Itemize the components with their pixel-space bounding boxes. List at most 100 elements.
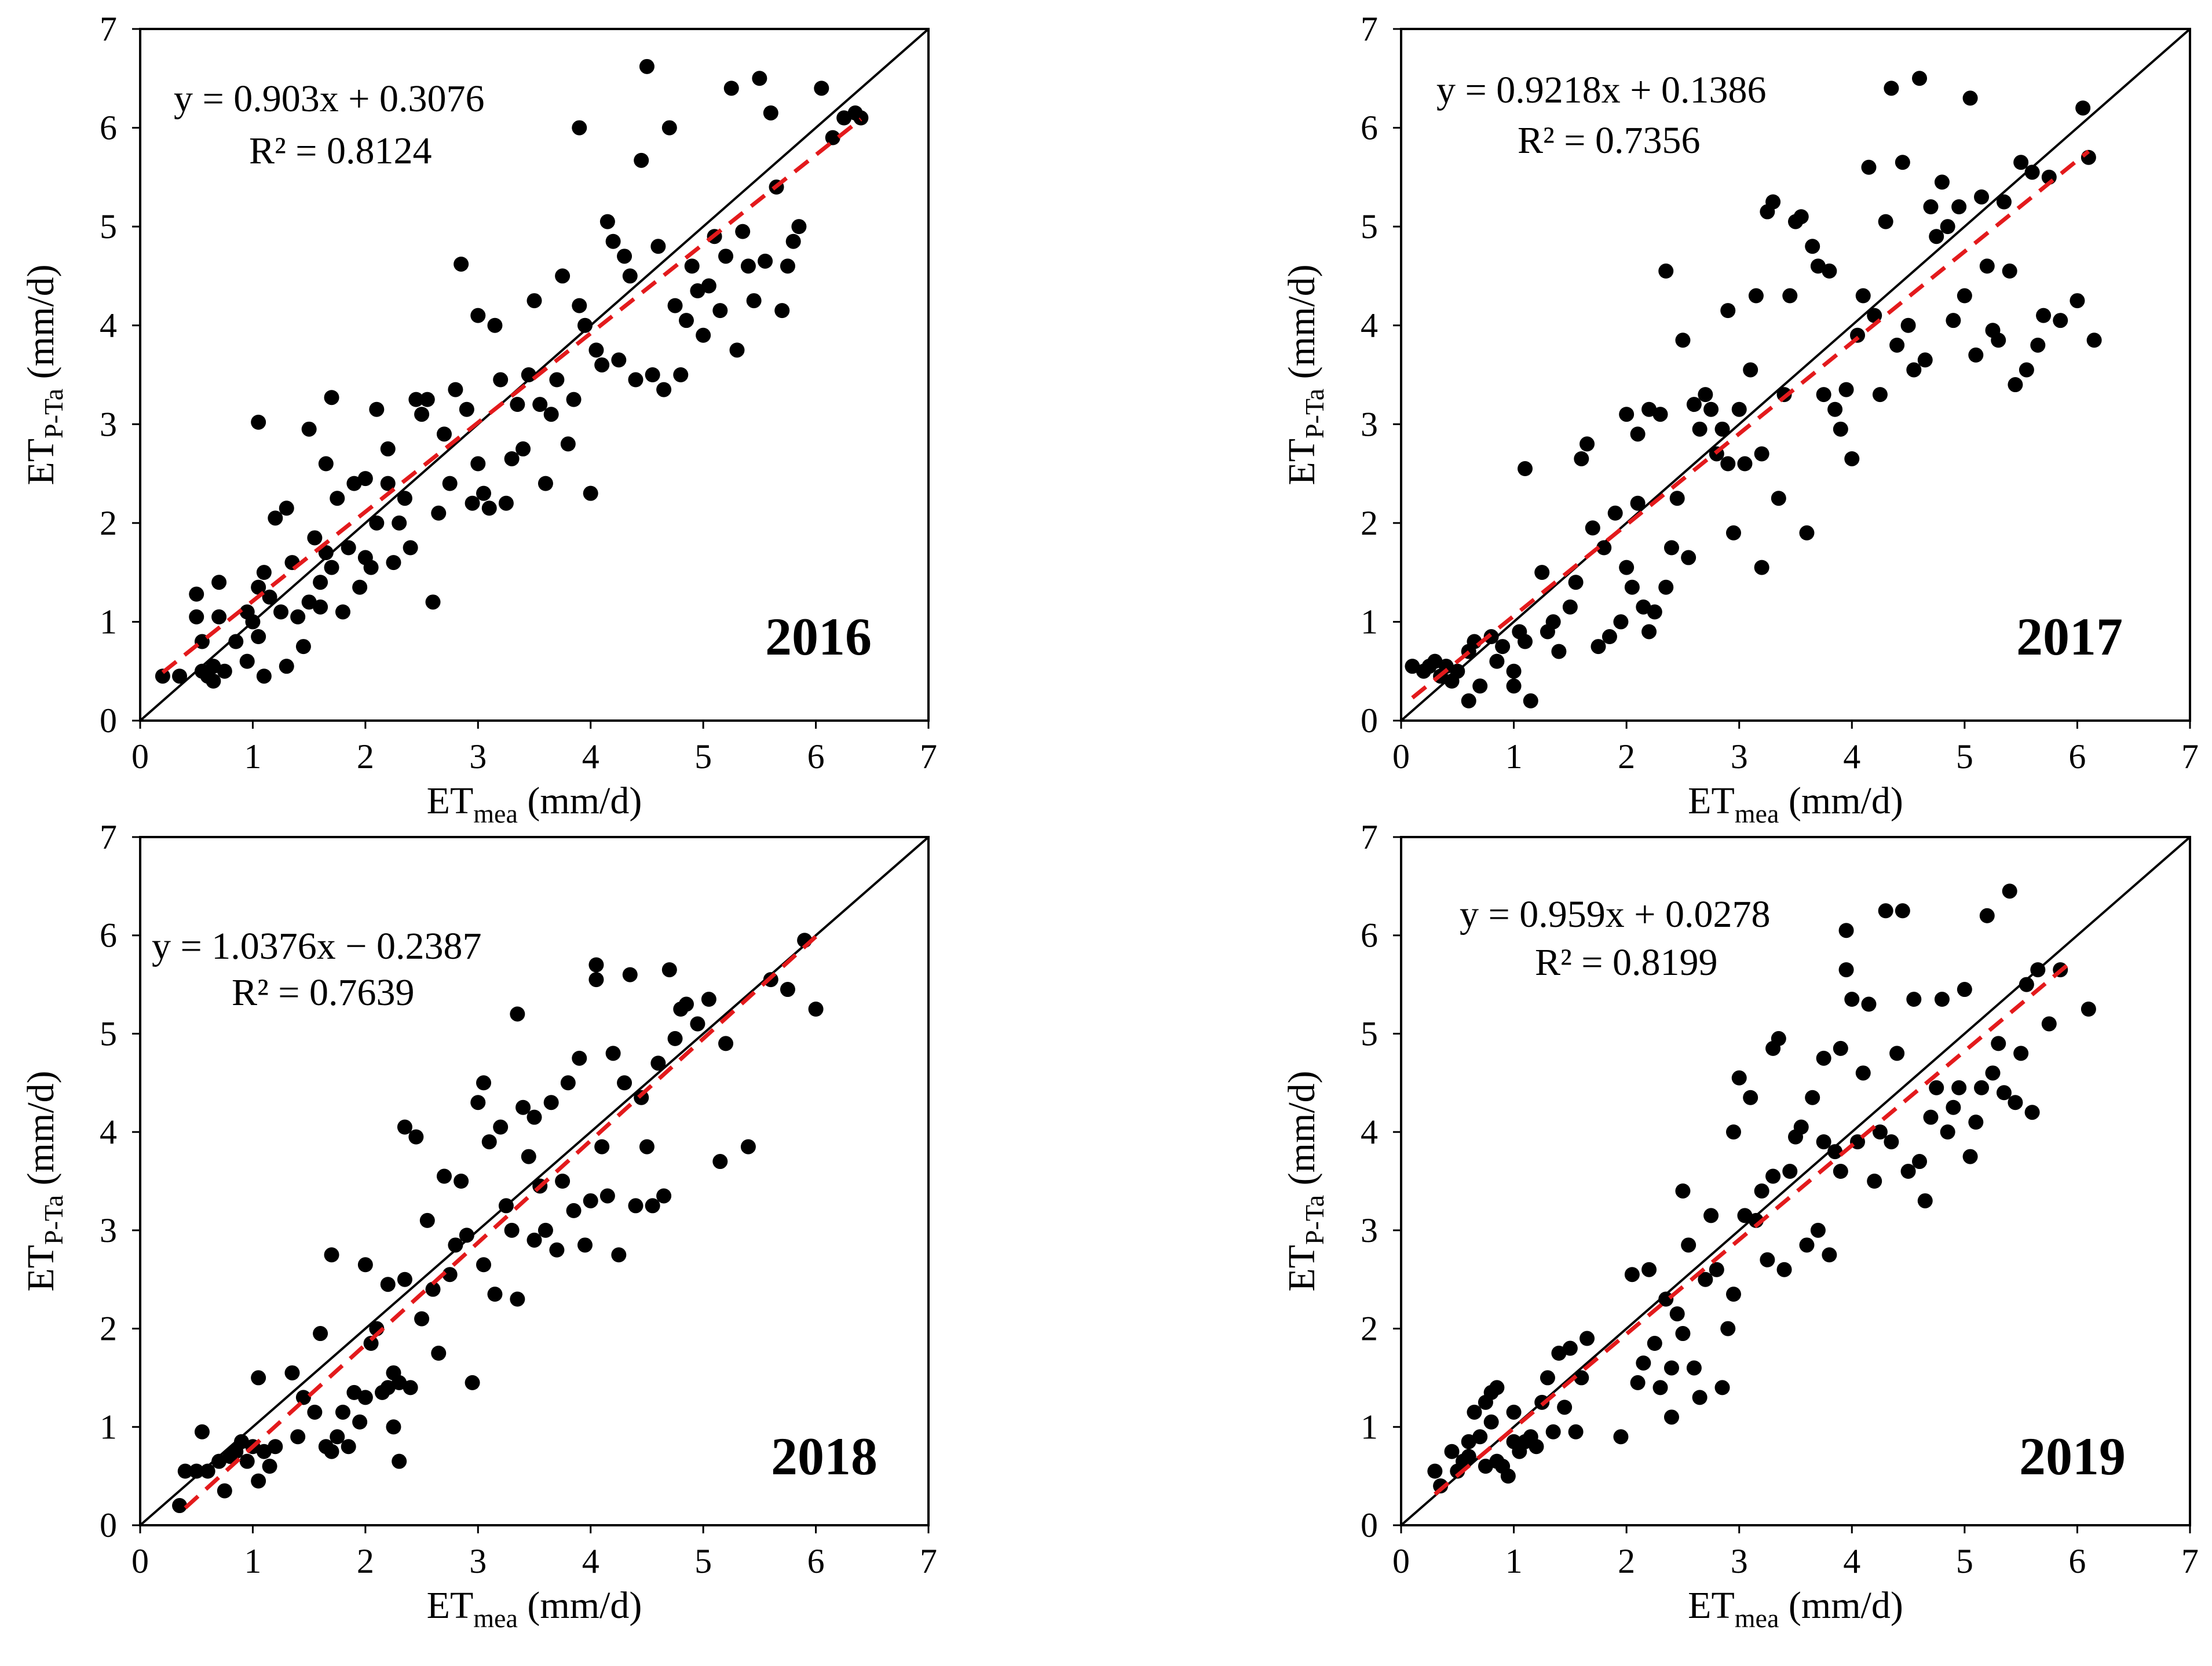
data-point <box>1658 579 1674 595</box>
data-point <box>1444 1444 1460 1459</box>
x-tick-label: 7 <box>2181 1542 2199 1580</box>
data-point <box>656 382 672 397</box>
data-point <box>414 407 430 422</box>
data-point <box>1838 962 1854 978</box>
data-point <box>510 1006 525 1022</box>
data-point <box>1720 303 1736 319</box>
data-point <box>1833 1164 1848 1179</box>
data-point <box>189 1463 204 1479</box>
y-tick-label: 1 <box>1361 602 1378 641</box>
data-point <box>566 1203 582 1218</box>
data-point <box>1624 1267 1640 1283</box>
data-point <box>1663 1360 1679 1376</box>
data-point <box>1884 81 1899 96</box>
data-point <box>1613 1429 1629 1445</box>
data-point <box>1725 1124 1741 1140</box>
data-point <box>1607 505 1623 521</box>
x-axis-label: ETmea (mm/d) <box>427 780 642 828</box>
data-point <box>566 392 582 407</box>
data-point <box>588 972 604 988</box>
data-point <box>1709 1262 1724 1277</box>
data-point <box>1495 639 1511 655</box>
data-point <box>661 962 677 978</box>
plot-frame <box>139 836 930 1526</box>
data-point <box>476 485 492 501</box>
data-point <box>262 589 277 605</box>
data-point <box>498 1198 514 1214</box>
axis-ticks: 0 1 2 3 4 5 6 7 0 1 2 3 4 5 6 7 <box>1361 818 2199 1580</box>
data-point <box>1574 1370 1589 1386</box>
data-point <box>380 476 396 491</box>
regression-equation: y = 0.959x + 0.0278 <box>1460 893 1770 936</box>
data-point <box>352 579 368 595</box>
data-point <box>1619 407 1635 422</box>
x-tick-label: 6 <box>2068 737 2086 776</box>
data-point <box>1580 1331 1595 1346</box>
data-point <box>527 1232 542 1248</box>
data-point <box>2019 362 2034 378</box>
data-point <box>639 59 655 74</box>
axis-ticks: 0 1 2 3 4 5 6 7 0 1 2 3 4 5 6 7 <box>100 10 937 776</box>
data-point <box>313 575 328 590</box>
data-point <box>667 1031 683 1046</box>
data-point <box>1799 525 1815 540</box>
data-point <box>1754 446 1769 462</box>
data-point <box>313 1326 328 1342</box>
data-point <box>481 500 497 516</box>
data-point <box>324 560 339 575</box>
data-point <box>723 81 739 96</box>
y-tick-label: 7 <box>100 818 117 856</box>
data-point <box>369 515 385 531</box>
data-point <box>1940 1124 1955 1140</box>
data-point <box>487 1287 503 1302</box>
data-point <box>1867 1174 1882 1189</box>
data-point <box>1793 209 1809 225</box>
data-point <box>1979 908 1995 923</box>
data-point <box>521 367 536 382</box>
data-point <box>588 957 604 973</box>
data-point <box>1472 678 1488 694</box>
x-tick-label: 2 <box>1618 1542 1635 1580</box>
x-tick-label: 6 <box>807 1542 825 1580</box>
data-point <box>313 599 328 615</box>
data-point <box>785 233 801 249</box>
fit-line <box>1411 149 2090 700</box>
data-point <box>740 1139 756 1154</box>
x-tick-label: 2 <box>357 737 374 776</box>
x-tick-label: 2 <box>357 1542 374 1580</box>
data-point <box>363 560 379 575</box>
data-point <box>1461 1434 1476 1449</box>
data-point <box>217 1483 232 1499</box>
data-point <box>397 491 412 506</box>
data-point <box>1506 663 1522 679</box>
data-point <box>1810 258 1826 274</box>
data-point <box>233 1434 249 1449</box>
data-point <box>1765 1168 1781 1184</box>
data-point <box>1962 1149 1978 1164</box>
data-point <box>740 258 756 274</box>
data-point <box>1613 614 1629 630</box>
data-point <box>1895 155 1910 170</box>
data-point <box>1827 1144 1843 1160</box>
data-point <box>1900 317 1916 333</box>
y-tick-label: 7 <box>100 10 117 48</box>
data-point <box>673 367 689 382</box>
data-point <box>177 1463 193 1479</box>
data-point <box>599 214 615 229</box>
x-tick-label: 2 <box>1618 737 1635 776</box>
data-point <box>1630 495 1646 511</box>
x-tick-label: 4 <box>582 1542 599 1580</box>
data-point <box>1545 614 1561 630</box>
data-point <box>1979 258 1995 274</box>
data-point <box>1889 1046 1905 1061</box>
data-point <box>543 407 559 422</box>
data-point <box>1681 550 1697 565</box>
x-tick-label: 3 <box>1731 737 1748 776</box>
data-point <box>622 268 638 284</box>
data-point <box>1574 451 1589 466</box>
data-point <box>448 1237 463 1253</box>
data-point <box>414 1311 430 1327</box>
data-point <box>256 1444 272 1459</box>
data-point <box>1838 923 1854 938</box>
data-point <box>251 1370 266 1386</box>
